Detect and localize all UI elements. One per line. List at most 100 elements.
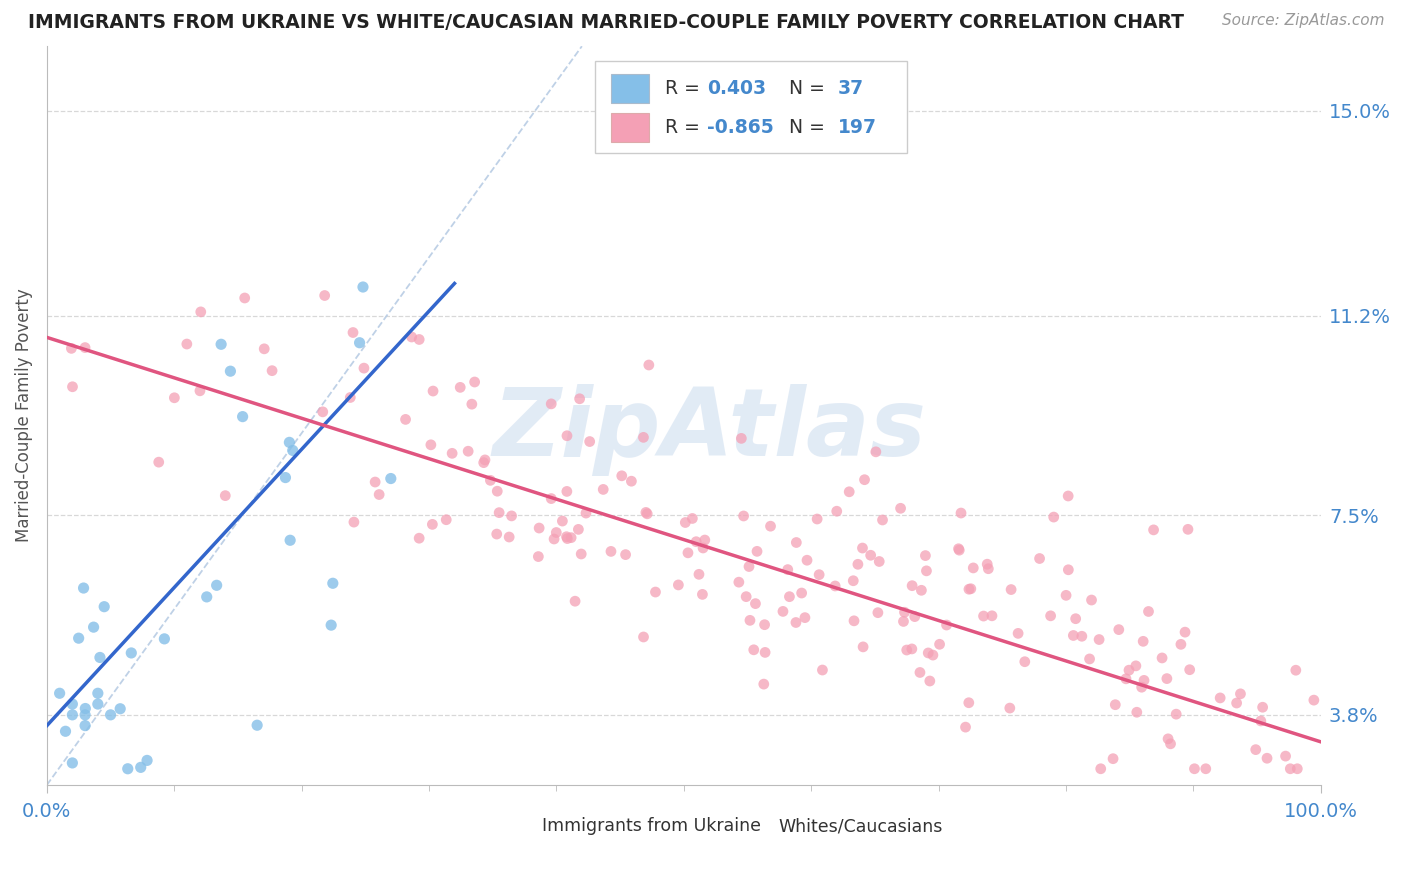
FancyBboxPatch shape — [595, 61, 907, 153]
Point — [163, 391, 186, 405]
Point — [543, 532, 565, 546]
Point — [1028, 551, 1050, 566]
Point — [922, 648, 945, 662]
Point — [408, 333, 430, 347]
Text: ZipAtlas: ZipAtlas — [492, 384, 927, 476]
Point — [666, 578, 689, 592]
Point — [551, 514, 574, 528]
Point — [1007, 626, 1029, 640]
Point — [778, 590, 800, 604]
Point — [853, 473, 876, 487]
Point — [973, 609, 995, 624]
Point — [955, 720, 977, 734]
Point — [842, 614, 865, 628]
Point — [1102, 752, 1125, 766]
Point — [401, 330, 423, 344]
Point — [1064, 612, 1087, 626]
Point — [1274, 749, 1296, 764]
Point — [75, 701, 97, 715]
Point — [343, 515, 366, 529]
Point — [380, 471, 402, 485]
Point — [1125, 658, 1147, 673]
Point — [793, 610, 815, 624]
Point — [738, 613, 761, 627]
Point — [772, 604, 794, 618]
Point — [890, 501, 912, 516]
Text: 0.403: 0.403 — [707, 78, 766, 98]
Point — [546, 525, 568, 540]
FancyBboxPatch shape — [612, 73, 650, 103]
Point — [865, 445, 887, 459]
Point — [1133, 673, 1156, 688]
Point — [851, 541, 873, 555]
Point — [457, 444, 479, 458]
Point — [422, 384, 444, 398]
Point — [752, 677, 775, 691]
Point — [349, 335, 371, 350]
Point — [806, 512, 828, 526]
Point — [1132, 634, 1154, 648]
Point — [948, 543, 970, 558]
Point — [73, 341, 96, 355]
Point — [353, 361, 375, 376]
Point — [859, 548, 882, 562]
Point — [253, 342, 276, 356]
Point — [825, 504, 848, 518]
Point — [735, 590, 758, 604]
Point — [1286, 762, 1309, 776]
Point — [83, 620, 105, 634]
Point — [1057, 563, 1080, 577]
Point — [1244, 742, 1267, 756]
Point — [685, 534, 707, 549]
Point — [733, 508, 755, 523]
Point — [232, 409, 254, 424]
Text: 37: 37 — [838, 78, 865, 98]
Point — [527, 521, 550, 535]
Text: 197: 197 — [838, 118, 877, 137]
Point — [1142, 523, 1164, 537]
Point — [464, 375, 486, 389]
Point — [959, 582, 981, 596]
Point — [55, 724, 77, 739]
Text: R =: R = — [665, 118, 706, 137]
Point — [824, 579, 846, 593]
Point — [785, 615, 807, 630]
Point — [578, 434, 600, 449]
Point — [600, 544, 623, 558]
Point — [153, 632, 176, 646]
Point — [205, 578, 228, 592]
Point — [976, 558, 998, 572]
Point — [785, 535, 807, 549]
Point — [87, 686, 110, 700]
Text: N =: N = — [776, 78, 831, 98]
Point — [759, 519, 782, 533]
Point — [592, 483, 614, 497]
Point — [555, 484, 578, 499]
Point — [575, 506, 598, 520]
Point — [928, 637, 950, 651]
Point — [998, 701, 1021, 715]
Point — [1039, 608, 1062, 623]
Point — [479, 474, 502, 488]
Point — [368, 487, 391, 501]
Point — [100, 707, 122, 722]
Text: Source: ZipAtlas.com: Source: ZipAtlas.com — [1222, 13, 1385, 29]
Point — [633, 430, 655, 444]
Text: Immigrants from Ukraine: Immigrants from Ukraine — [543, 817, 762, 835]
Point — [560, 531, 582, 545]
Point — [352, 280, 374, 294]
Point — [918, 673, 941, 688]
Point — [981, 608, 1004, 623]
Point — [745, 544, 768, 558]
Point — [501, 508, 523, 523]
Point — [1137, 605, 1160, 619]
Point — [1251, 700, 1274, 714]
Point — [48, 686, 70, 700]
Point — [472, 456, 495, 470]
Point — [796, 553, 818, 567]
Point — [904, 609, 927, 624]
Point — [693, 533, 716, 547]
Point — [1104, 698, 1126, 712]
Point — [60, 707, 83, 722]
Point — [1209, 690, 1232, 705]
